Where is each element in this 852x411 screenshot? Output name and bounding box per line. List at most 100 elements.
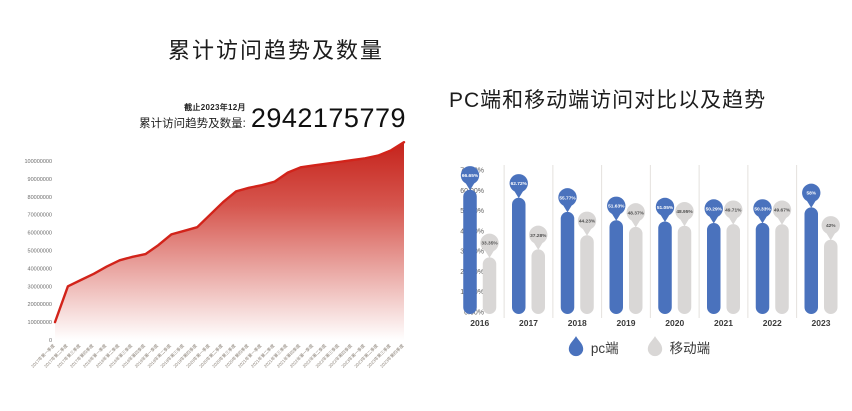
value-bubble (821, 216, 840, 235)
bubble-value-label: 49.67% (774, 208, 791, 214)
value-bubble (460, 166, 480, 185)
bubble-tail (709, 216, 719, 224)
bubble-tail (631, 220, 641, 228)
bubble-tail (728, 217, 738, 225)
y-axis-tick-label: 0 (49, 338, 52, 344)
pc-bar (560, 211, 575, 314)
y-axis-tick-label: 50000000 (28, 249, 52, 255)
mobile-bar (726, 224, 740, 314)
bubble-value-label: 42% (826, 223, 836, 229)
pc-legend-drop-icon (568, 336, 584, 357)
annotation-date: 截止2023年12月 (184, 103, 246, 112)
x-axis-year-label: 2023 (812, 318, 831, 328)
x-axis-year-label: 2021 (714, 318, 733, 328)
pc-bar (707, 222, 721, 314)
y-axis-tick-label: 90000000 (28, 177, 52, 183)
x-axis-year-label: 2017 (519, 318, 538, 328)
y-axis-tick-label: 60000000 (28, 231, 52, 237)
value-bubble (626, 203, 645, 222)
value-bubble (607, 196, 626, 215)
mobile-bar (580, 235, 594, 314)
value-bubble (509, 174, 528, 193)
bubble-tail (758, 216, 767, 224)
bubble-value-label: 49.71% (725, 208, 742, 214)
bubble-tail (465, 183, 475, 191)
bubble-tail (563, 205, 572, 213)
bubble-tail (611, 213, 621, 221)
value-bubble (655, 197, 675, 217)
y-axis-tick-label: 80000000 (28, 195, 52, 201)
pc-bar (755, 222, 770, 314)
legend-label-pc: pc端 (590, 340, 619, 356)
y-axis-tick-label: 100000000 (24, 159, 52, 165)
bubble-value-label: 50.33% (754, 206, 771, 212)
bubble-value-label: 37.28% (530, 233, 547, 239)
bubble-tail (485, 250, 494, 258)
value-bubble (802, 183, 821, 203)
x-axis-year-label: 2020 (665, 318, 684, 328)
mobile-bar (629, 226, 643, 314)
value-bubble (753, 199, 772, 218)
value-bubble (480, 233, 499, 253)
chart-legend: pc端 移动端 (426, 336, 852, 357)
value-bubble (577, 211, 597, 230)
mobile-legend-drop-icon (647, 336, 662, 357)
bubble-tail (777, 217, 787, 225)
y-axis-tick-label: 20000000 (28, 302, 52, 308)
bubble-value-label: 48.95% (676, 209, 693, 215)
left-chart-title: 累计访问趋势及数量 (168, 38, 385, 63)
value-bubble (529, 225, 548, 245)
legend-label-mobile: 移动端 (669, 340, 711, 356)
annotation-total-value: 2942175779 (250, 103, 406, 134)
cumulative-area-chart: 1000000009000000080000000700000006000000… (24, 141, 406, 369)
legend-item-mobile: 移动端 (647, 336, 711, 357)
pc-mobile-bar-chart: 70.00%60.00%50.00%40.00%30.00%20.00%10.0… (460, 165, 840, 328)
y-axis-tick-label: 30000000 (28, 284, 52, 290)
bubble-value-label: 44.23% (579, 219, 596, 225)
annotation-text: 截止2023年12月 累计访问趋势及数量: (139, 102, 246, 131)
pc-bar (804, 207, 818, 314)
x-axis-year-label: 2019 (617, 318, 636, 328)
mobile-bar (775, 224, 789, 314)
right-chart-title: PC端和移动端访问对比以及趋势 (449, 89, 767, 112)
x-axis-year-label: 2022 (763, 318, 782, 328)
value-bubble (772, 200, 792, 219)
trend-line (53, 141, 406, 324)
bubble-tail (533, 242, 543, 250)
bubble-value-label: 62.72% (511, 181, 528, 187)
value-bubble (724, 200, 743, 219)
bubble-tail (514, 191, 524, 199)
mobile-bar (824, 239, 838, 314)
value-bubble (675, 202, 694, 221)
pc-bar (609, 220, 623, 314)
x-axis-year-label: 2018 (568, 318, 587, 328)
pc-bar (658, 221, 672, 314)
cumulative-visits-panel: 累计访问趋势及数量 截止2023年12月 累计访问趋势及数量: 29421757… (24, 38, 406, 369)
bubble-value-label: 55.77% (559, 195, 576, 201)
y-axis-tick-label: 0.00% (464, 310, 484, 317)
bubble-tail (826, 233, 836, 241)
y-axis-tick-label: 70000000 (28, 213, 52, 219)
bubble-value-label: 48.37% (628, 210, 645, 216)
mobile-bar (677, 225, 692, 314)
bubble-value-label: 58% (806, 191, 816, 197)
bubble-value-label: 33.35% (481, 241, 498, 247)
mobile-bar (482, 257, 497, 314)
annotation-label: 累计访问趋势及数量: (139, 118, 246, 130)
bubble-value-label: 51.63% (608, 204, 625, 210)
pc-bar (512, 197, 526, 314)
legend-item-pc: pc端 (568, 336, 619, 357)
bubble-value-label: 66.65% (462, 173, 479, 179)
mobile-bar (531, 249, 545, 314)
bubble-tail (582, 228, 592, 236)
y-axis-tick-label: 10000000 (28, 320, 52, 326)
x-axis-year-label: 2016 (470, 318, 489, 328)
value-bubble (704, 199, 723, 218)
bubble-tail (660, 214, 670, 222)
pc-bar (463, 189, 477, 314)
bubble-tail (806, 200, 816, 208)
bubble-value-label: 51.05% (657, 205, 674, 211)
y-axis-tick-label: 40000000 (28, 266, 52, 272)
area-fill (55, 142, 404, 340)
